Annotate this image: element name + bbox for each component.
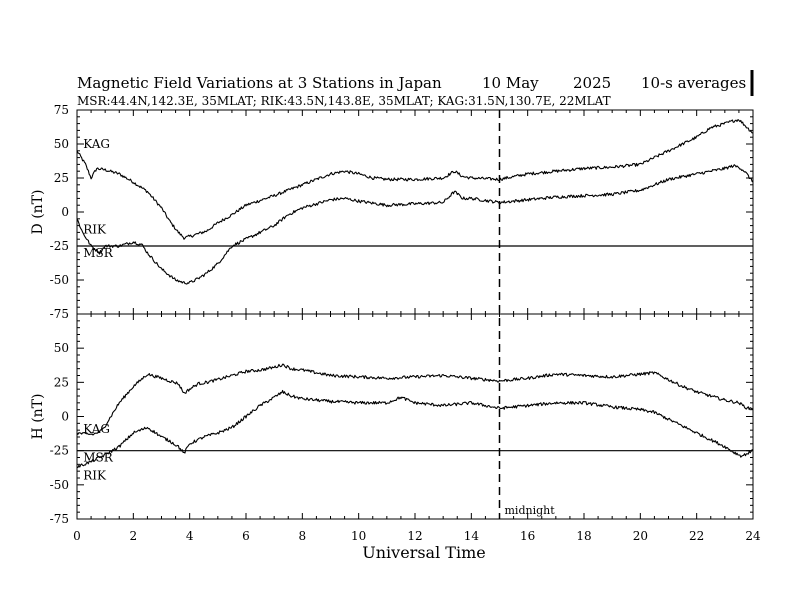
chart-subtitle: MSR:44.4N,142.3E, 35MLAT; RIK:43.5N,143.…	[77, 94, 611, 108]
x-tick-label: 12	[407, 529, 422, 543]
station-label: KAG	[83, 422, 110, 436]
y-tick-label: -75	[50, 307, 69, 321]
chart-averaging: 10-s averages	[641, 74, 746, 92]
y-tick-label: -25	[50, 444, 69, 458]
y-tick-label: 75	[54, 103, 69, 117]
x-tick-label: 6	[242, 529, 250, 543]
y-tick-label: -50	[50, 478, 69, 492]
x-tick-label: 4	[186, 529, 194, 543]
y-tick-label: 0	[61, 205, 69, 219]
midnight-label: midnight	[505, 504, 556, 517]
station-label: RIK	[83, 223, 107, 237]
y-tick-label: -25	[50, 239, 69, 253]
y-tick-label: -75	[50, 512, 69, 526]
station-label: KAG	[83, 137, 110, 151]
station-label: MSR	[83, 246, 114, 260]
x-tick-label: 8	[299, 529, 307, 543]
series-line-kag	[76, 363, 754, 436]
series-line-kag	[76, 119, 754, 240]
y-tick-label: 50	[54, 137, 69, 151]
y-tick-label: -50	[50, 273, 69, 287]
x-tick-label: 0	[73, 529, 81, 543]
y-tick-label: 0	[61, 410, 69, 424]
x-tick-label: 24	[745, 529, 761, 543]
station-label: MSR	[83, 451, 114, 465]
x-tick-label: 22	[689, 529, 704, 543]
series-line-rik	[76, 164, 754, 285]
x-tick-label: 16	[520, 529, 535, 543]
y-axis-label: D (nT)	[30, 190, 46, 235]
x-tick-label: 20	[633, 529, 648, 543]
y-axis-label: H (nT)	[30, 394, 46, 440]
panel-frame	[76, 313, 754, 520]
x-axis-label: Universal Time	[362, 543, 485, 562]
chart-title: Magnetic Field Variations at 3 Stations …	[77, 74, 442, 92]
chart-date: 10 May	[482, 74, 539, 92]
chart-year: 2025	[573, 74, 611, 92]
panel-frame	[76, 109, 754, 315]
plot-area: 75 50 25 0 -25 -50 -75 D (nT) KAG RIK MSR 50 25 0 -25 -…	[30, 103, 761, 543]
y-tick-label: 25	[54, 171, 69, 185]
y-tick-label: 50	[54, 341, 69, 355]
station-label: RIK	[83, 468, 107, 482]
x-tick-label: 14	[464, 529, 480, 543]
y-tick-label: 25	[54, 375, 69, 389]
x-tick-label: 10	[351, 529, 366, 543]
x-tick-label: 2	[130, 529, 138, 543]
series-line-msr	[76, 389, 754, 469]
x-tick-label: 18	[576, 529, 591, 543]
